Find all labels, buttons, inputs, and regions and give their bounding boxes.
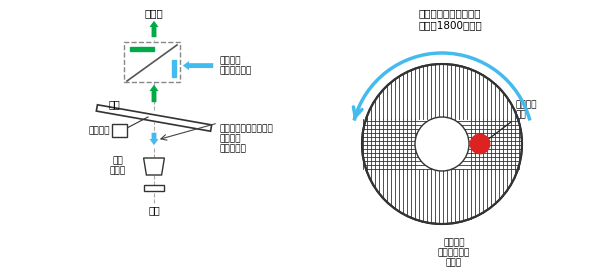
Text: 照明光源
（レーザー）: 照明光源 （レーザー） bbox=[220, 56, 252, 75]
Bar bbox=[130, 47, 154, 51]
Bar bbox=[124, 42, 180, 82]
Bar bbox=[172, 60, 176, 77]
Polygon shape bbox=[143, 158, 164, 175]
Bar bbox=[97, 105, 212, 131]
Text: 円盤を高速回転させる: 円盤を高速回転させる bbox=[419, 8, 481, 18]
Circle shape bbox=[362, 64, 522, 224]
Text: 試料: 試料 bbox=[148, 205, 160, 215]
Text: カメラ: カメラ bbox=[145, 8, 163, 18]
Text: フィルター（照明光と
観察光を
分離する）: フィルター（照明光と 観察光を 分離する） bbox=[220, 124, 274, 154]
Text: モーター: モーター bbox=[89, 126, 110, 135]
Text: 対物
レンズ: 対物 レンズ bbox=[110, 156, 126, 176]
Circle shape bbox=[470, 134, 490, 154]
Text: 顕微鏡の
光路: 顕微鏡の 光路 bbox=[485, 100, 538, 141]
Bar bbox=[112, 124, 127, 137]
Text: （毎分1800回転）: （毎分1800回転） bbox=[418, 20, 482, 30]
Text: 円盤: 円盤 bbox=[108, 99, 120, 109]
Circle shape bbox=[415, 117, 469, 171]
Text: 理論的に
最適化された
縞模様: 理論的に 最適化された 縞模様 bbox=[438, 238, 470, 268]
Bar bbox=[144, 185, 164, 191]
